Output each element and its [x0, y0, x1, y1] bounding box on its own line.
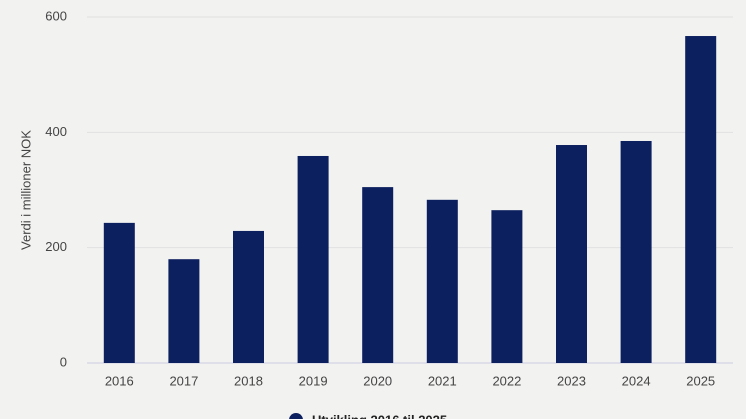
bar [103, 222, 135, 363]
bar [685, 36, 717, 363]
bar [426, 199, 458, 363]
y-axis-label: Verdi i millioner NOK [18, 130, 33, 250]
bar [556, 145, 587, 363]
legend-marker [289, 413, 303, 419]
bar [168, 259, 200, 363]
bar [233, 230, 264, 363]
bar [362, 187, 394, 363]
x-tick-label: 2024 [622, 373, 651, 388]
bar [620, 140, 652, 363]
x-tick-label: 2021 [428, 373, 457, 388]
x-tick-label: 2020 [363, 373, 392, 388]
legend-label: Utvikling 2016 til 2025 [312, 412, 447, 419]
x-tick-label: 2025 [686, 373, 715, 388]
x-tick-label: 2016 [105, 373, 134, 388]
bar [297, 155, 329, 363]
y-tick-label: 400 [45, 124, 67, 139]
x-tick-label: 2022 [492, 373, 521, 388]
x-tick-label: 2023 [557, 373, 586, 388]
x-tick-label: 2018 [234, 373, 263, 388]
y-tick-label: 0 [60, 354, 67, 369]
y-tick-label: 200 [45, 239, 67, 254]
x-tick-label: 2017 [169, 373, 198, 388]
y-tick-label: 600 [45, 8, 67, 23]
bar [491, 210, 523, 363]
x-tick-label: 2019 [299, 373, 328, 388]
